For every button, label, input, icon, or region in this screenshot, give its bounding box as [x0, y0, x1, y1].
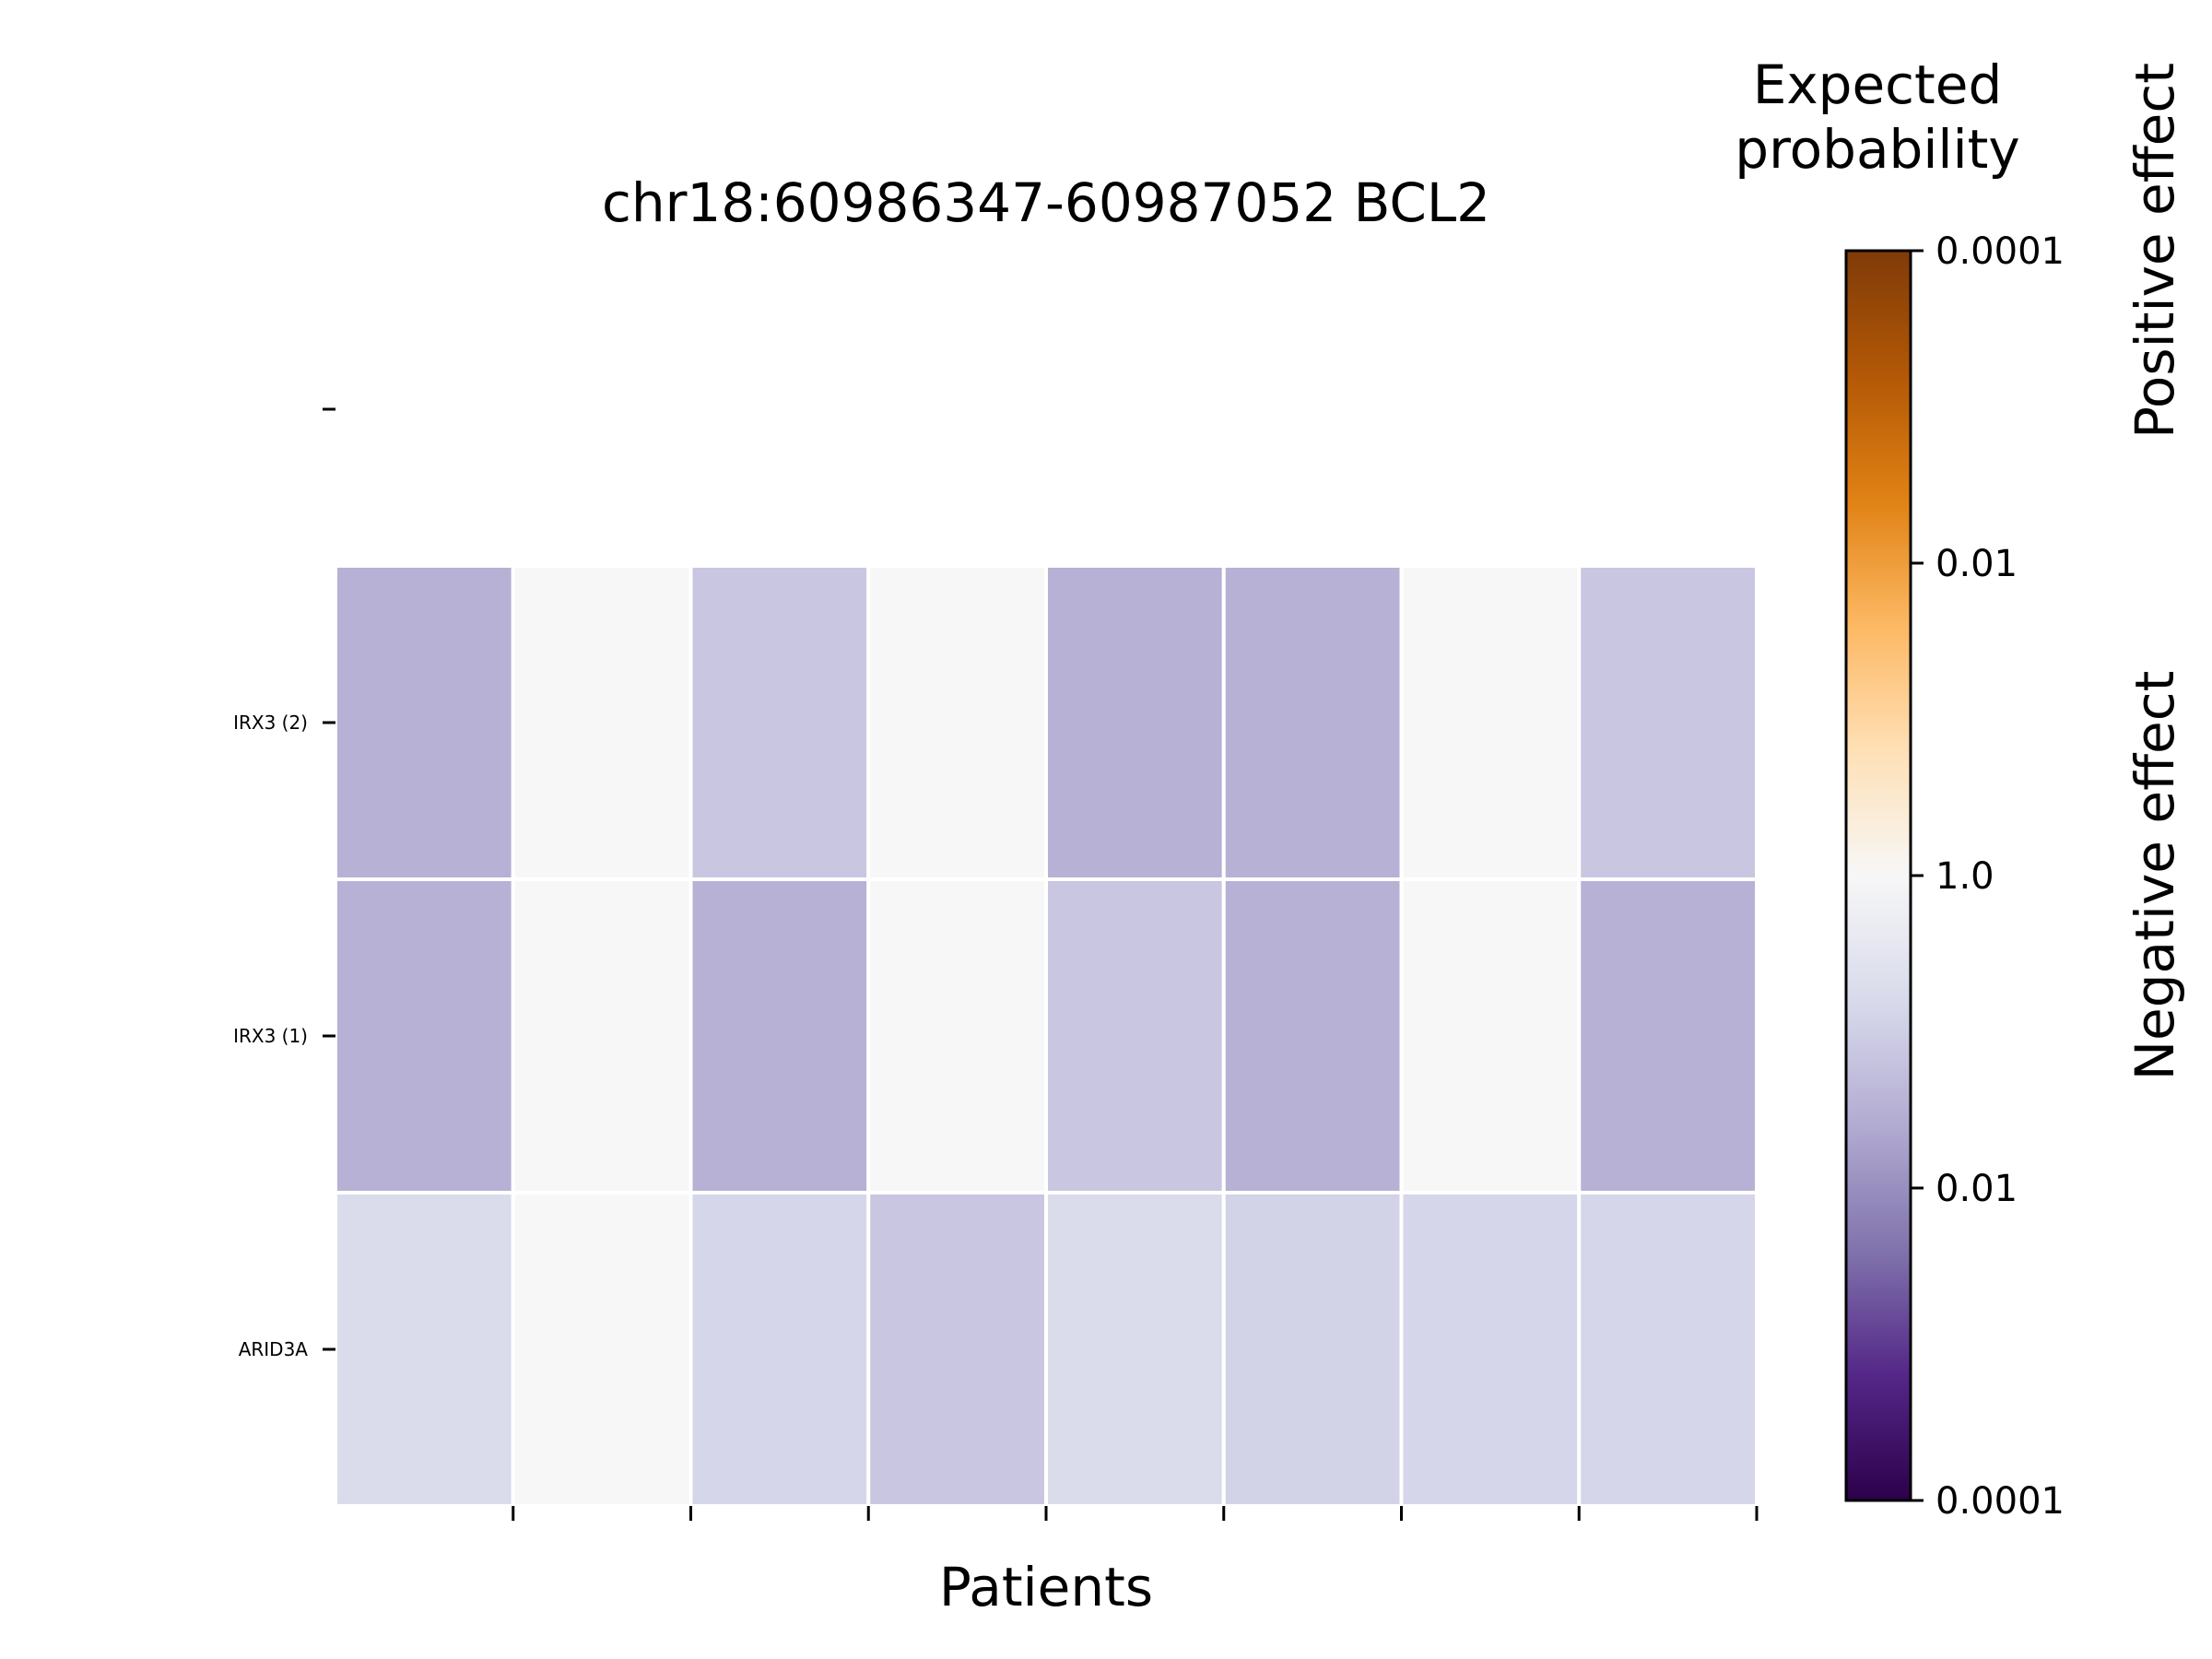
- row-label: IRX3 (1): [233, 1025, 308, 1047]
- heatmap-cell: [334, 564, 515, 881]
- heatmap-cells: [334, 564, 1759, 1508]
- heatmap-cell: [1577, 877, 1759, 1194]
- heatmap-cell: [511, 1191, 693, 1508]
- colorbar-title-line-1: Expected: [1753, 53, 2003, 116]
- heatmap-cell: [688, 877, 871, 1194]
- heatmap-cell: [1044, 1191, 1226, 1508]
- heatmap-cell: [1221, 1191, 1404, 1508]
- heatmap-cell: [688, 564, 871, 881]
- heatmap-cell: [1399, 564, 1582, 881]
- heatmap-cell: [1399, 1191, 1582, 1508]
- negative-effect-label: Negative effect: [2124, 671, 2186, 1081]
- heatmap-cell: [866, 564, 1048, 881]
- heatmap-cell: [1399, 877, 1582, 1194]
- colorbar-tick-label: 0.0001: [1936, 1480, 2065, 1523]
- heatmap-cell: [334, 1191, 515, 1508]
- heatmap-cell: [1221, 564, 1404, 881]
- heatmap-cell: [688, 1191, 871, 1508]
- row-ticks: IRX3 (2) IRX3 (1) ARID3A: [233, 407, 335, 1360]
- colorbar-ticks: 0.0001 0.01 1.0 0.01 0.0001: [1911, 230, 2065, 1523]
- heatmap-cell: [866, 877, 1048, 1194]
- colorbar-tick-label: 0.01: [1936, 1168, 2018, 1210]
- column-ticks: [512, 1506, 1759, 1521]
- colorbar-tick-label: 0.0001: [1936, 230, 2065, 273]
- row-label: ARID3A: [239, 1338, 309, 1360]
- heatmap-cell: [866, 1191, 1048, 1508]
- heatmap-cell: [334, 877, 515, 1194]
- x-axis-label: Patients: [939, 1556, 1153, 1618]
- heatmap-cell: [1044, 877, 1226, 1194]
- colorbar-title-line-2: probability: [1735, 118, 2019, 181]
- heatmap-cell: [511, 877, 693, 1194]
- positive-effect-label: Positive effect: [2124, 63, 2186, 439]
- heatmap-cell: [511, 564, 693, 881]
- heatmap-cell: [1577, 1191, 1759, 1508]
- heatmap-cell: [1044, 564, 1226, 881]
- heatmap-cell: [1221, 877, 1404, 1194]
- colorbar: [1844, 249, 1912, 1502]
- colorbar-tick-label: 0.01: [1936, 543, 2018, 585]
- row-label: IRX3 (2): [233, 712, 308, 734]
- colorbar-tick-label: 1.0: [1936, 855, 1994, 898]
- heatmap-cell: [1577, 564, 1759, 881]
- chart-title: chr18:60986347-60987052 BCL2: [602, 171, 1490, 234]
